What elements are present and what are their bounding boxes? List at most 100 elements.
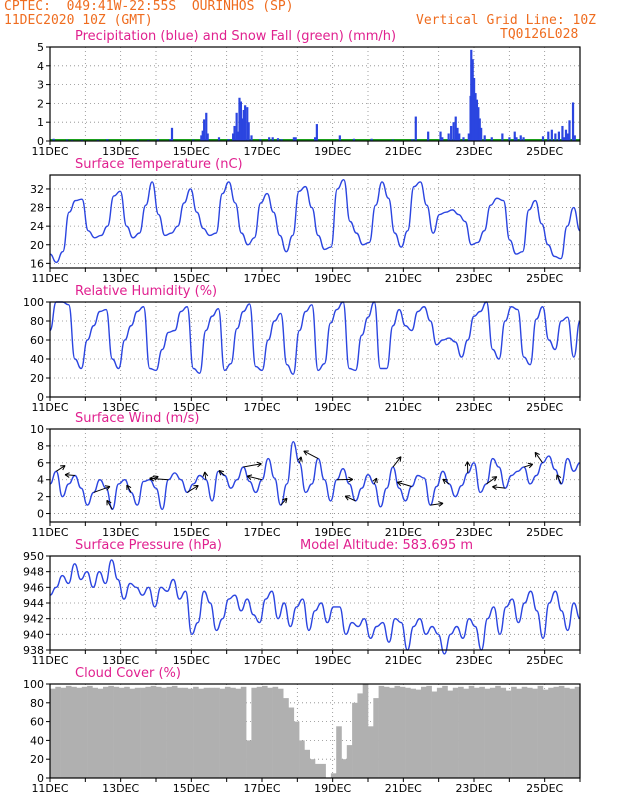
- xtick-label-temp: 21DEC: [385, 272, 422, 285]
- precip-bar: [522, 137, 525, 141]
- panel-title-press: Surface Pressure (hPa): [75, 538, 222, 553]
- cloud-bar: [452, 687, 459, 778]
- precip-bar: [474, 93, 477, 141]
- ytick-label-temp: 32: [30, 183, 44, 196]
- ytick-label-cloud: 60: [30, 716, 44, 729]
- precip-bar: [480, 127, 483, 141]
- ytick-label-temp: 16: [30, 257, 44, 270]
- panel-frame-temp: [49, 174, 581, 269]
- wind-arrow-head: [438, 501, 444, 507]
- precip-bar: [169, 139, 172, 141]
- precip-bar: [250, 135, 253, 141]
- panel-extra-press: Model Altitude: 583.695 m: [300, 538, 473, 553]
- cloud-bar: [463, 688, 469, 778]
- xtick-label-wind: 13DEC: [102, 526, 139, 539]
- precip-bar: [241, 118, 244, 141]
- xtick-label-precip: 19DEC: [314, 145, 351, 158]
- xtick-label-rh: 11DEC: [31, 401, 68, 414]
- cloud-bar: [373, 698, 379, 778]
- cloud-bar: [341, 759, 348, 778]
- precip-bar: [561, 125, 564, 141]
- cloud-bar: [532, 688, 538, 778]
- precip-bar: [427, 131, 430, 141]
- cloud-bar: [574, 686, 581, 778]
- ytick-label-temp: 20: [30, 239, 44, 252]
- precip-bar: [458, 133, 461, 141]
- ytick-label-rh: 80: [30, 315, 44, 328]
- xtick-label-temp: 19DEC: [314, 272, 351, 285]
- cloud-bar: [474, 687, 480, 778]
- wind-arrow-head: [442, 478, 448, 485]
- precip-bar: [519, 135, 522, 141]
- wind-arrow-head: [256, 461, 262, 468]
- wind-arrow-head: [396, 456, 402, 462]
- xtick-label-temp: 13DEC: [102, 272, 139, 285]
- xtick-label-press: 21DEC: [385, 654, 422, 667]
- panel-title-precip: Precipitation (blue) and Snow Fall (gree…: [75, 29, 396, 44]
- precip-bar: [547, 131, 550, 141]
- wind-arrow-head: [193, 485, 199, 491]
- cloud-bar: [214, 687, 220, 778]
- ytick-label-press: 950: [23, 550, 44, 563]
- ytick-label-cloud: 20: [30, 753, 44, 766]
- ytick-label-temp: 28: [30, 202, 44, 215]
- ytick-label-rh: 100: [23, 296, 44, 309]
- cloud-bar: [564, 687, 570, 778]
- precip-bar: [568, 120, 571, 141]
- precip-bar: [441, 137, 444, 141]
- precip-bar: [246, 107, 249, 141]
- header-code: TQ0126L028: [500, 27, 579, 42]
- xtick-label-precip: 17DEC: [243, 145, 280, 158]
- cloud-bar: [240, 686, 247, 778]
- cloud-bar: [50, 688, 56, 778]
- precip-bar: [447, 133, 450, 141]
- panel-frame-cloud: [49, 683, 581, 779]
- xtick-label-cloud: 17DEC: [243, 782, 280, 795]
- cloud-bar: [60, 687, 67, 778]
- wind-arrow-head: [492, 484, 498, 490]
- precip-bar: [205, 112, 208, 141]
- wind-arrow: [280, 497, 288, 506]
- cloud-bar: [309, 759, 316, 778]
- xtick-label-precip: 21DEC: [385, 145, 422, 158]
- xtick-label-cloud: 21DEC: [385, 782, 422, 795]
- cloud-bar: [97, 688, 104, 778]
- precip-bar: [573, 135, 576, 141]
- cloud-bar: [442, 685, 448, 778]
- wind-arrow: [204, 471, 207, 480]
- ytick-label-precip: 1: [37, 116, 44, 129]
- wind-arrow: [218, 470, 225, 476]
- cloud-bar: [527, 687, 533, 778]
- precip-bar: [236, 131, 240, 141]
- cloud-bar: [410, 688, 416, 778]
- cloud-bar: [484, 688, 491, 778]
- cloud-bar: [458, 686, 464, 778]
- wind-arrow: [55, 465, 66, 472]
- ytick-label-rh: 0: [37, 391, 44, 404]
- precip-bar: [280, 139, 283, 141]
- precip-bar: [271, 137, 274, 141]
- xtick-label-temp: 15DEC: [173, 272, 210, 285]
- xtick-label-temp: 23DEC: [455, 272, 492, 285]
- cloud-bar: [140, 687, 146, 778]
- precip-bar: [473, 78, 476, 141]
- ytick-label-cloud: 80: [30, 697, 44, 710]
- xtick-label-rh: 21DEC: [385, 401, 422, 414]
- cloud-bar: [272, 686, 279, 778]
- cloud-bar: [277, 688, 284, 778]
- xtick-label-press: 17DEC: [243, 654, 280, 667]
- cloud-bar: [103, 686, 109, 778]
- cloud-bar: [320, 763, 326, 778]
- ytick-label-rh: 60: [30, 334, 44, 347]
- ytick-label-temp: 24: [30, 220, 44, 233]
- xtick-label-precip: 23DEC: [455, 145, 492, 158]
- cloud-bar: [405, 687, 411, 778]
- precip-bar: [239, 101, 242, 141]
- wind-arrow-head: [246, 474, 253, 480]
- cloud-bar: [479, 686, 485, 778]
- ytick-label-cloud: 100: [23, 678, 44, 691]
- precip-bar: [227, 139, 230, 141]
- wind-arrow-head: [534, 451, 540, 458]
- wind-arrow: [486, 476, 498, 485]
- cloud-bar: [219, 688, 226, 778]
